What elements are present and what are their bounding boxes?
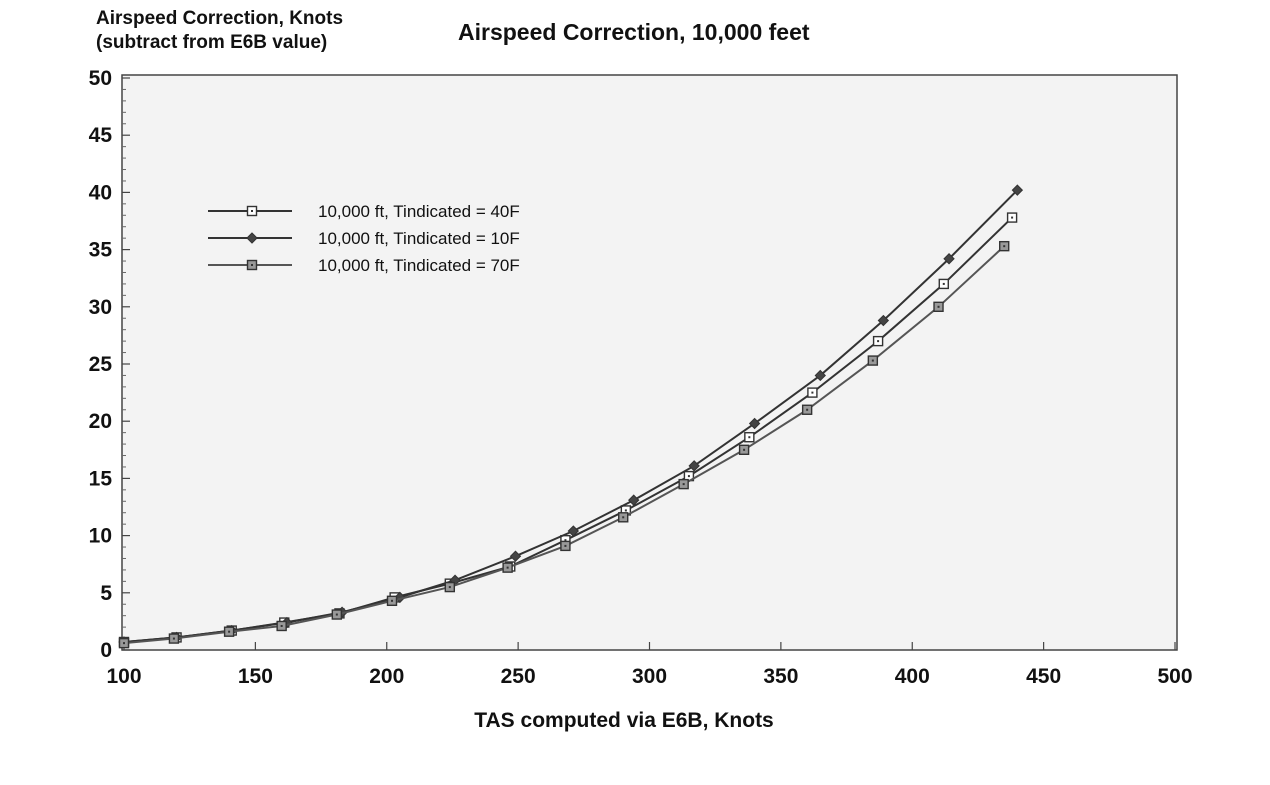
legend-label: 10,000 ft, Tindicated = 40F	[318, 202, 520, 221]
point-marker	[509, 550, 522, 562]
point-marker	[688, 460, 700, 472]
legend-item: 10,000 ft, Tindicated = 70F	[208, 256, 520, 275]
x-tick-label: 500	[1157, 665, 1192, 688]
x-tick-label: 300	[632, 665, 667, 688]
series-2	[118, 240, 1010, 649]
point-marker-center	[811, 391, 814, 394]
y-tick-label: 10	[89, 525, 112, 548]
point-marker-center	[251, 264, 253, 266]
x-tick-label: 100	[106, 665, 141, 688]
legend-label: 10,000 ft, Tindicated = 10F	[318, 229, 520, 248]
y-tick-label: 25	[89, 353, 113, 376]
point-marker-center	[564, 544, 567, 547]
point-marker	[814, 369, 826, 382]
x-tick-label: 150	[238, 665, 273, 688]
point-marker-center	[748, 436, 751, 439]
point-marker-center	[806, 408, 809, 411]
point-marker-center	[172, 637, 175, 640]
point-marker-center	[937, 305, 940, 308]
y-tick-label: 20	[89, 410, 112, 433]
y-axis-label-line2: (subtract from E6B value)	[96, 32, 327, 53]
point-marker-center	[871, 359, 874, 362]
legend-label: 10,000 ft, Tindicated = 70F	[318, 256, 520, 275]
point-marker	[748, 417, 761, 430]
point-marker-center	[942, 282, 945, 285]
point-marker-center	[391, 599, 394, 602]
point-marker-center	[506, 566, 509, 569]
y-tick-label: 5	[100, 582, 112, 605]
plot-area	[121, 74, 1178, 651]
y-tick-label: 45	[89, 124, 113, 147]
point-marker-center	[743, 448, 746, 451]
point-marker-center	[251, 210, 253, 212]
y-tick-label: 15	[89, 467, 113, 490]
y-axis-label-line1: Airspeed Correction, Knots	[96, 8, 343, 29]
x-tick-label: 200	[369, 665, 404, 688]
point-marker	[628, 494, 640, 506]
x-axis-label: TAS computed via E6B, Knots	[474, 709, 774, 732]
point-marker-center	[1011, 216, 1014, 219]
x-tick-label: 250	[501, 665, 536, 688]
y-tick-label: 35	[89, 239, 113, 262]
y-tick-label: 50	[89, 67, 112, 90]
y-tick-label: 40	[89, 181, 112, 204]
y-tick-label: 0	[100, 639, 112, 662]
point-marker-center	[123, 642, 125, 645]
point-marker-center	[622, 516, 625, 519]
point-marker	[246, 232, 258, 244]
point-marker-center	[335, 613, 338, 616]
point-marker	[943, 253, 955, 265]
point-marker	[877, 314, 890, 327]
point-marker-center	[564, 539, 567, 542]
point-marker-center	[682, 483, 685, 486]
legend-item: 10,000 ft, Tindicated = 40F	[208, 202, 520, 221]
point-marker	[1011, 184, 1024, 196]
point-marker-center	[280, 624, 283, 627]
legend-item: 10,000 ft, Tindicated = 10F	[208, 229, 520, 248]
point-marker-center	[228, 630, 231, 633]
point-marker-center	[877, 340, 880, 343]
point-marker	[567, 525, 580, 537]
chart-title: Airspeed Correction, 10,000 feet	[458, 19, 810, 45]
x-tick-label: 350	[763, 665, 798, 688]
x-tick-label: 400	[895, 665, 930, 688]
point-marker-center	[448, 586, 451, 589]
point-marker-center	[624, 509, 627, 512]
x-tick-label: 450	[1026, 665, 1061, 688]
point-marker-center	[687, 475, 690, 478]
series-line	[123, 189, 1019, 643]
point-marker-center	[1003, 245, 1006, 248]
series-line	[123, 245, 1005, 645]
y-tick-label: 30	[89, 296, 112, 319]
